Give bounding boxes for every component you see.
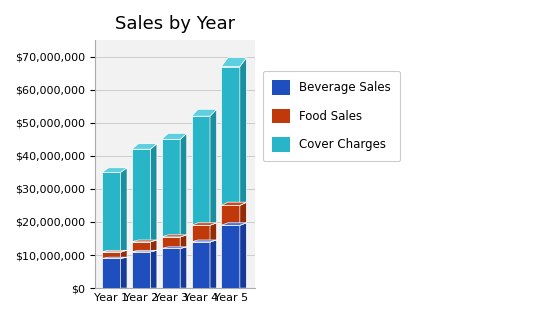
- Polygon shape: [240, 223, 246, 288]
- Polygon shape: [102, 257, 127, 259]
- Polygon shape: [120, 257, 127, 288]
- Polygon shape: [221, 223, 246, 225]
- Polygon shape: [162, 139, 180, 237]
- Polygon shape: [150, 240, 157, 252]
- Polygon shape: [228, 58, 246, 288]
- Polygon shape: [162, 248, 180, 288]
- Polygon shape: [150, 250, 157, 288]
- Polygon shape: [210, 223, 217, 242]
- Polygon shape: [132, 144, 157, 149]
- Polygon shape: [180, 247, 187, 288]
- Polygon shape: [240, 202, 246, 225]
- Polygon shape: [168, 133, 187, 288]
- Polygon shape: [240, 58, 246, 205]
- Polygon shape: [132, 242, 150, 252]
- Polygon shape: [191, 242, 210, 288]
- Polygon shape: [102, 168, 127, 172]
- Polygon shape: [221, 58, 246, 66]
- Polygon shape: [198, 109, 217, 288]
- Polygon shape: [180, 235, 187, 248]
- Polygon shape: [120, 168, 127, 252]
- Polygon shape: [162, 235, 187, 237]
- Polygon shape: [132, 250, 157, 252]
- Polygon shape: [162, 133, 187, 139]
- Polygon shape: [150, 144, 157, 242]
- Polygon shape: [108, 168, 127, 288]
- Legend: Beverage Sales, Food Sales, Cover Charges: Beverage Sales, Food Sales, Cover Charge…: [262, 71, 400, 161]
- Polygon shape: [221, 205, 240, 225]
- Polygon shape: [102, 250, 127, 252]
- Polygon shape: [191, 109, 217, 116]
- Polygon shape: [221, 225, 240, 288]
- Polygon shape: [120, 250, 127, 259]
- Polygon shape: [191, 223, 217, 225]
- Polygon shape: [139, 144, 157, 288]
- Polygon shape: [221, 202, 246, 205]
- Polygon shape: [180, 133, 187, 237]
- Polygon shape: [191, 240, 217, 242]
- Polygon shape: [162, 247, 187, 248]
- Polygon shape: [210, 240, 217, 288]
- Polygon shape: [210, 109, 217, 225]
- Polygon shape: [102, 172, 120, 252]
- Polygon shape: [132, 252, 150, 288]
- Polygon shape: [132, 149, 150, 242]
- Polygon shape: [102, 252, 120, 259]
- Title: Sales by Year: Sales by Year: [115, 15, 235, 33]
- Polygon shape: [162, 237, 180, 248]
- Polygon shape: [102, 259, 120, 288]
- Polygon shape: [132, 240, 157, 242]
- Polygon shape: [191, 225, 210, 242]
- Polygon shape: [191, 116, 210, 225]
- Polygon shape: [221, 66, 240, 205]
